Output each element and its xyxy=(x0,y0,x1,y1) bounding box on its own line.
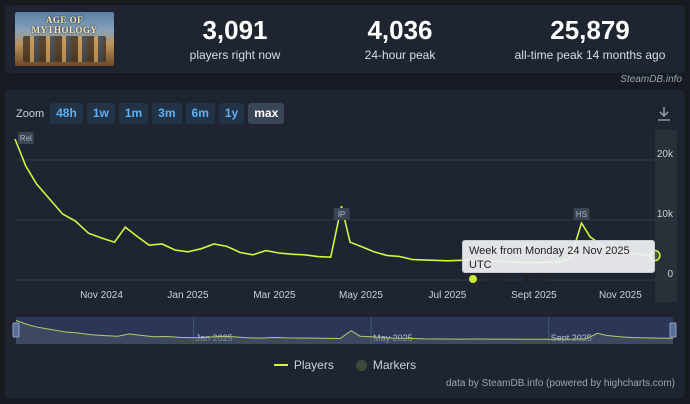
navigator-series-area xyxy=(16,320,673,344)
zoom-6m-button[interactable]: 6m xyxy=(185,103,215,124)
marker-label-0: Rel xyxy=(20,134,32,143)
marker-flag[interactable] xyxy=(333,208,350,220)
chart-legend: Players Markers xyxy=(5,358,685,372)
marker-label-2: HS xyxy=(576,210,587,219)
navigator-series-line xyxy=(15,319,674,340)
zoom-1w-button[interactable]: 1w xyxy=(86,103,115,124)
navigator-right-handle[interactable] xyxy=(669,322,677,338)
x-tick-label-6: Nov 2025 xyxy=(599,290,642,301)
legend-item-markers[interactable]: Markers xyxy=(355,358,417,372)
y-tick-label-0: 0 xyxy=(667,269,673,280)
peak-24h-value: 4,036 xyxy=(367,15,433,45)
x-tick-label-2: Mar 2025 xyxy=(253,290,296,301)
zoom-3m-button[interactable]: 3m xyxy=(152,103,182,124)
x-tick-label-1: Jan 2025 xyxy=(167,290,209,301)
stat-all-time-peak: 25,879 all-time peak 14 months ago xyxy=(505,16,675,62)
navigator-left-handle[interactable] xyxy=(12,322,20,338)
download-icon[interactable] xyxy=(657,106,671,122)
all-time-peak-value: 25,879 xyxy=(550,15,630,45)
zoom-label: Zoom xyxy=(16,107,45,120)
game-art-figures xyxy=(23,36,106,62)
zoom-1m-button[interactable]: 1m xyxy=(118,103,149,124)
chart-panel: Zoom 48h 1w 1m 3m 6m 1y max 0 10k 20k Nov 2… xyxy=(5,90,685,398)
peak-24h-label: 24-hour peak xyxy=(364,48,436,62)
zoom-1y-button[interactable]: 1y xyxy=(218,103,245,124)
all-time-peak-label: all-time peak 14 months ago xyxy=(514,48,666,62)
current-players-label: players right now xyxy=(189,48,281,62)
player-count-chart: 0 10k 20k Nov 2024 Jan 2025 Mar 2025 May 2025 J… xyxy=(12,130,677,344)
zoom-48h-button[interactable]: 48h xyxy=(50,103,83,124)
chart-credit[interactable]: data by SteamDB.info (powered by highcha… xyxy=(446,378,675,389)
legend-item-players[interactable]: Players xyxy=(273,358,334,372)
tooltip-row: Players: 4,077 xyxy=(469,272,648,286)
y-axis-band xyxy=(655,130,677,302)
stat-current-players: 3,091 players right now xyxy=(155,16,315,62)
chart-tooltip: Week from Monday 24 Nov 2025 UTC Players… xyxy=(462,240,655,285)
tooltip-series-dot xyxy=(469,275,477,284)
x-tick-label-4: Jul 2025 xyxy=(429,290,467,301)
game-cover-image[interactable]: AGE OF MYTHOLOGY xyxy=(15,12,114,66)
tooltip-label: Players: xyxy=(480,273,520,285)
markers-dot-swatch xyxy=(355,359,367,371)
tooltip-value: 4,077 xyxy=(522,273,551,285)
legend-players-label: Players xyxy=(293,358,334,372)
x-tick-label-0: Nov 2024 xyxy=(80,290,123,301)
marker-flag[interactable] xyxy=(17,132,34,144)
steamdb-link[interactable]: SteamDB.info xyxy=(620,74,682,85)
navigator-tick-label-2: Sept 2025 xyxy=(551,333,592,343)
y-tick-label-2: 20k xyxy=(657,149,674,160)
legend-markers-label: Markers xyxy=(372,358,417,372)
zoom-controls: Zoom 48h 1w 1m 3m 6m 1y max xyxy=(16,103,285,124)
game-logo-text: AGE OF MYTHOLOGY xyxy=(31,15,98,35)
stats-bar: AGE OF MYTHOLOGY 3,091 players right now… xyxy=(5,5,685,73)
players-line-swatch xyxy=(273,364,288,366)
current-players-value: 3,091 xyxy=(202,15,268,45)
marker-label-1: IP xyxy=(338,210,346,219)
y-tick-label-1: 10k xyxy=(657,209,674,220)
tooltip-title: Week from Monday 24 Nov 2025 UTC xyxy=(469,245,630,271)
stat-24h-peak: 4,036 24-hour peak xyxy=(320,16,480,62)
zoom-max-button[interactable]: max xyxy=(248,103,285,124)
marker-flag[interactable] xyxy=(573,208,590,220)
x-tick-label-3: May 2025 xyxy=(339,290,383,301)
x-tick-label-5: Sept 2025 xyxy=(511,290,557,301)
